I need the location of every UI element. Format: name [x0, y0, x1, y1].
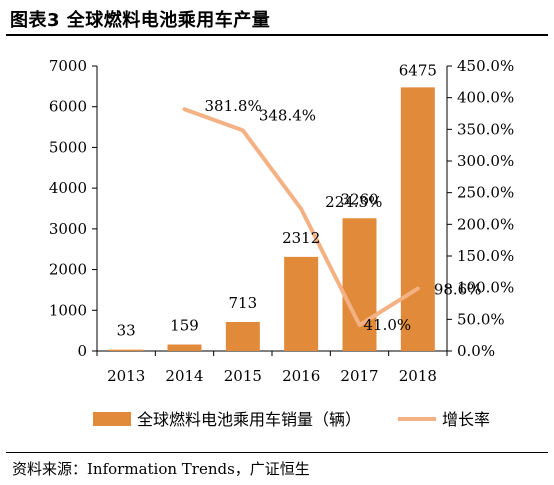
line-series	[182, 107, 420, 328]
title-divider	[6, 34, 548, 36]
growth-rate-label: 224.3%	[325, 193, 382, 211]
growth-rate-point	[242, 129, 244, 131]
right-axis-tick-label: 100.0%	[457, 279, 514, 297]
growth-rate-label: 98.6%	[434, 281, 482, 299]
right-axis-tick-label: 150.0%	[457, 247, 514, 265]
bar	[225, 321, 260, 351]
chart-title: 图表3 全球燃料电池乘用车产量	[10, 10, 271, 31]
right-axis-tick-label: 450.0%	[457, 57, 514, 75]
x-axis-tick-label: 2017	[340, 367, 378, 385]
bar-value-label: 2312	[282, 229, 320, 247]
x-axis-tick-label: 2014	[165, 367, 203, 385]
left-axis-tick-label: 0	[77, 342, 87, 360]
bar-value-label: 3260	[340, 190, 378, 208]
legend-line-label: 增长率	[442, 410, 490, 429]
bar-series	[109, 87, 435, 351]
growth-rate-point	[359, 324, 360, 326]
bar	[109, 349, 144, 351]
data-labels: 33 159 713 2312 3260 6475 381.8%348.4% 224.3% 41…	[117, 61, 482, 339]
bar	[167, 344, 202, 351]
x-axis-tick-label: 2018	[399, 367, 437, 385]
right-axis-tick-label: 50.0%	[457, 310, 505, 328]
right-axis-tick-label: 350.0%	[457, 120, 514, 138]
left-axis-tick-label: 7000	[49, 57, 87, 75]
bar	[284, 256, 319, 351]
bar-value-label: 159	[170, 317, 199, 335]
left-axis-tick-label: 5000	[49, 138, 87, 156]
left-axis-tick-label: 2000	[49, 261, 87, 279]
bar	[342, 218, 377, 351]
right-axis-tick-label: 400.0%	[457, 89, 514, 107]
right-axis-tick-label: 0.0%	[457, 342, 495, 360]
growth-rate-point	[300, 208, 302, 210]
right-axis-tick-label: 300.0%	[457, 152, 514, 170]
chart-axes: 0 1000 2000 3000 4000 5000 6000 7000 0.0% 50.0% 10…	[49, 57, 514, 385]
left-axis-tick-label: 4000	[49, 179, 87, 197]
x-axis-tick-label: 2013	[107, 367, 145, 385]
growth-rate-label: 41.0%	[364, 316, 412, 334]
right-axis-tick-label: 200.0%	[457, 215, 514, 233]
legend: 全球燃料电池乘用车销量（辆） 增长率	[93, 410, 490, 429]
growth-rate-label: 348.4%	[259, 106, 316, 124]
bar-value-label: 33	[117, 322, 136, 340]
growth-rate-point	[184, 108, 185, 110]
left-axis-tick-label: 1000	[49, 301, 87, 319]
right-axis-tick-label: 250.0%	[457, 184, 514, 202]
bar-value-label: 713	[229, 294, 258, 312]
legend-bar-swatch	[93, 412, 131, 426]
x-axis-tick-label: 2015	[224, 367, 262, 385]
bar	[400, 87, 435, 351]
left-axis-tick-label: 3000	[49, 220, 87, 238]
legend-bar-label: 全球燃料电池乘用车销量（辆）	[137, 410, 361, 429]
x-axis-tick-label: 2016	[282, 367, 320, 385]
left-axis-tick-label: 6000	[49, 98, 87, 116]
growth-rate-label: 381.8%	[205, 97, 262, 115]
source-divider	[6, 452, 548, 453]
bar-value-label: 6475	[399, 61, 437, 79]
combo-chart: 0 1000 2000 3000 4000 5000 6000 7000 0.0% 50.0% 10…	[49, 57, 514, 429]
growth-rate-point	[417, 288, 419, 290]
source-note: 资料来源：Information Trends，广证恒生	[12, 460, 310, 478]
